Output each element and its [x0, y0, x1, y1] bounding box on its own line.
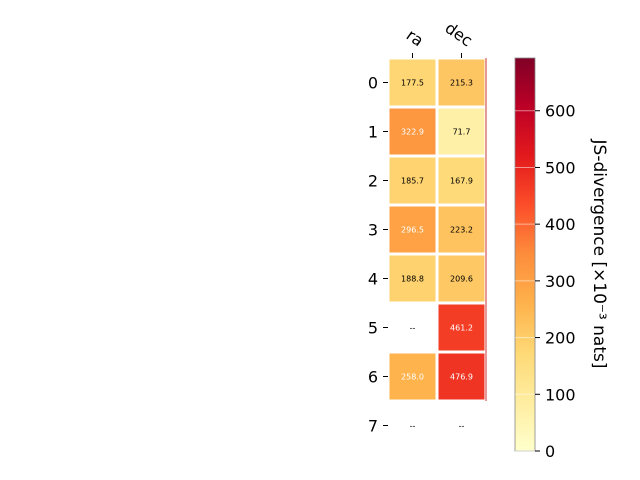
heatmap-cell [438, 255, 485, 302]
heatmap-cell [389, 206, 436, 253]
cell-value-label: 185.7 [401, 177, 424, 186]
cell-value-label: 258.0 [401, 373, 424, 382]
cell-value-label: -- [410, 324, 416, 333]
row-label: 6 [368, 368, 378, 387]
heatmap-cell [438, 304, 485, 351]
heatmap-cell [438, 353, 485, 400]
heatmap-cell [389, 108, 436, 155]
heatmap-cell [389, 157, 436, 204]
colorbar-tick-label: 500 [545, 158, 576, 177]
colorbar-tick-label: 100 [545, 385, 576, 404]
cell-value-label: 167.9 [450, 177, 473, 186]
cell-value-label: 322.9 [401, 128, 424, 137]
heatmap-cell [389, 59, 436, 106]
column-label: ra [403, 25, 427, 50]
cell-value-label: 209.6 [450, 275, 473, 284]
cell-value-label: 476.9 [450, 373, 473, 382]
cell-value-label: 296.5 [401, 226, 424, 235]
cell-value-label: -- [459, 422, 465, 431]
cell-value-label: 461.2 [450, 324, 473, 333]
cell-value-label: 188.8 [401, 275, 424, 284]
heatmap-cell [438, 59, 485, 106]
column-label: dec [442, 18, 476, 50]
row-label: 1 [368, 123, 378, 142]
heatmap-cell [438, 108, 485, 155]
heatmap-cells [389, 59, 485, 400]
cell-value-label: 215.3 [450, 79, 473, 88]
row-labels: 0 1 2 3 4 5 6 7 [368, 74, 388, 436]
cell-value-label: -- [410, 422, 416, 431]
heatmap-cell [389, 255, 436, 302]
colorbar-tick-label: 300 [545, 272, 576, 291]
heatmap-cell [438, 157, 485, 204]
cell-value-label: 71.7 [453, 128, 471, 137]
row-label: 2 [368, 172, 378, 191]
colorbar-tick-label: 600 [545, 102, 576, 121]
row-label: 4 [368, 270, 378, 289]
heatmap-cell [438, 206, 485, 253]
colorbar-label: JS-divergence [×10⁻³ nats] [589, 139, 609, 369]
row-label: 3 [368, 221, 378, 240]
heatmap-cell-labels: 177.5 215.3 322.9 71.7 185.7 167.9 296.5 223.2 1… [401, 79, 473, 431]
column-labels: ra dec [403, 18, 476, 58]
row-label: 7 [368, 417, 378, 436]
cell-value-label: 223.2 [450, 226, 473, 235]
colorbar-tick-label: 400 [545, 215, 576, 234]
colorbar [514, 57, 536, 452]
row-label: 5 [368, 319, 378, 338]
row-label: 0 [368, 74, 378, 93]
colorbar-tick-label: 200 [545, 329, 576, 348]
colorbar-tick-label: 0 [545, 442, 555, 461]
heatmap-cell [389, 353, 436, 400]
cell-value-label: 177.5 [401, 79, 424, 88]
colorbar-ticks: 0 100 200 300 400 500 600 [515, 102, 576, 461]
